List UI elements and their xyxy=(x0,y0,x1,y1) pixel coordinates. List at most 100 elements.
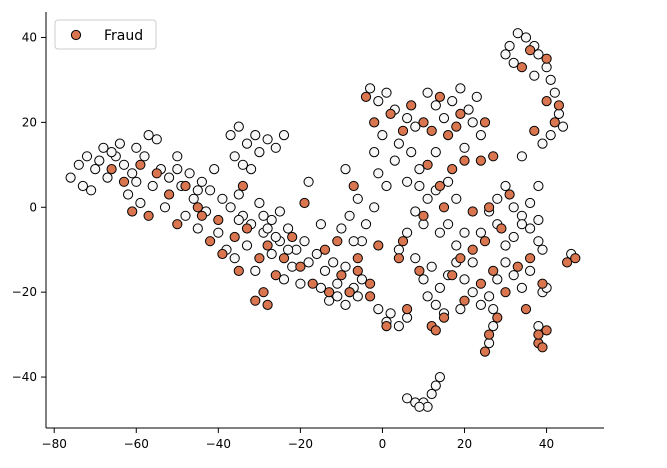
non-fraud-point xyxy=(459,274,470,285)
non-fraud-point xyxy=(537,138,548,149)
non-fraud-point xyxy=(504,40,515,52)
non-fraud-point xyxy=(426,261,437,272)
x-tick-label: −40 xyxy=(206,437,231,451)
fraud-point xyxy=(525,253,536,264)
non-fraud-point xyxy=(533,49,544,60)
non-fraud-point xyxy=(143,130,154,141)
non-fraud-point xyxy=(508,270,519,281)
non-fraud-point xyxy=(377,130,388,141)
fraud-point xyxy=(406,100,417,111)
non-fraud-point xyxy=(225,130,236,141)
non-fraud-point xyxy=(434,282,445,293)
fraud-point xyxy=(217,248,228,260)
non-fraud-point xyxy=(537,244,548,255)
axes-group: −80 −60 −40 −20 0 20 40 −40 −20 0 20 40 xyxy=(12,12,604,451)
fraud-point xyxy=(525,45,536,56)
fraud-point xyxy=(553,100,565,111)
non-fraud-point xyxy=(274,206,285,217)
non-fraud-point xyxy=(328,257,339,268)
non-fraud-point xyxy=(430,100,441,111)
non-fraud-point xyxy=(86,185,97,196)
non-fraud-point xyxy=(459,142,470,153)
non-fraud-point xyxy=(410,121,421,132)
fraud-point xyxy=(430,325,441,336)
non-fraud-point xyxy=(311,248,322,260)
non-fraud-point xyxy=(270,231,281,243)
non-fraud-point xyxy=(385,308,396,319)
fraud-point xyxy=(324,287,335,298)
fraud-point xyxy=(512,261,523,272)
non-fraud-point xyxy=(229,151,240,162)
fraud-point xyxy=(418,210,429,221)
non-fraud-point xyxy=(447,96,458,107)
fraud-point xyxy=(172,219,183,230)
fraud-point xyxy=(475,278,486,289)
non-fraud-point xyxy=(434,372,445,383)
non-fraud-point xyxy=(180,210,191,221)
non-fraud-point xyxy=(192,223,203,234)
fraud-point xyxy=(360,91,372,103)
fraud-point xyxy=(459,295,470,306)
fraud-point xyxy=(381,321,392,332)
fraud-point xyxy=(352,265,363,276)
fraud-point xyxy=(447,270,458,281)
non-fraud-point xyxy=(389,155,400,166)
fraud-point xyxy=(488,151,499,162)
non-fraud-point xyxy=(262,134,273,145)
non-fraud-point xyxy=(422,291,433,302)
non-fraud-point xyxy=(451,193,462,204)
non-fraud-point xyxy=(402,312,413,323)
fraud-point xyxy=(541,96,552,107)
fraud-point xyxy=(422,159,433,170)
non-fraud-point xyxy=(127,168,138,179)
non-fraud-point xyxy=(422,87,433,98)
non-fraud-point xyxy=(533,236,544,247)
non-fraud-point xyxy=(553,108,565,120)
fraud-point xyxy=(336,270,347,281)
fraud-point xyxy=(434,180,445,192)
non-fraud-point xyxy=(541,62,552,73)
fraud-point xyxy=(258,287,269,298)
non-fraud-point xyxy=(533,214,544,226)
non-fraud-point xyxy=(406,147,417,158)
y-tick-label: 20 xyxy=(22,115,37,129)
fraud-point xyxy=(344,287,355,298)
non-fraud-point xyxy=(73,159,84,170)
fraud-point xyxy=(365,278,376,289)
non-fraud-point xyxy=(508,202,519,213)
non-fraud-point xyxy=(250,265,261,276)
non-fraud-point xyxy=(303,176,314,187)
non-fraud-point xyxy=(114,138,126,149)
non-fraud-point xyxy=(430,147,441,158)
fraud-point xyxy=(241,223,253,234)
non-fraud-point xyxy=(303,257,314,268)
non-fraud-point xyxy=(434,227,445,238)
fraud-point xyxy=(562,257,573,268)
fraud-point xyxy=(180,180,191,192)
non-fraud-point xyxy=(98,142,109,153)
fraud-point xyxy=(529,125,540,136)
non-fraud-point xyxy=(414,164,425,175)
legend-marker xyxy=(70,29,82,41)
non-fraud-point xyxy=(512,28,523,39)
non-fraud-point xyxy=(315,219,326,230)
fraud-point xyxy=(520,304,532,315)
non-fraud-point xyxy=(422,193,433,204)
non-fraud-point xyxy=(94,155,105,166)
fraud-point xyxy=(434,91,445,103)
non-fraud-point xyxy=(414,180,425,192)
non-fraud-points-group xyxy=(65,28,577,412)
non-fraud-point xyxy=(410,206,421,217)
fraud-point xyxy=(254,253,265,264)
fraud-point xyxy=(106,164,117,175)
non-fraud-point xyxy=(213,227,224,238)
non-fraud-point xyxy=(459,227,470,238)
non-fraud-point xyxy=(492,274,503,285)
fraud-point xyxy=(348,180,359,192)
fraud-point xyxy=(295,261,306,272)
fraud-point xyxy=(447,164,458,175)
non-fraud-point xyxy=(90,164,101,175)
non-fraud-point xyxy=(393,138,404,149)
non-fraud-point xyxy=(209,164,220,175)
